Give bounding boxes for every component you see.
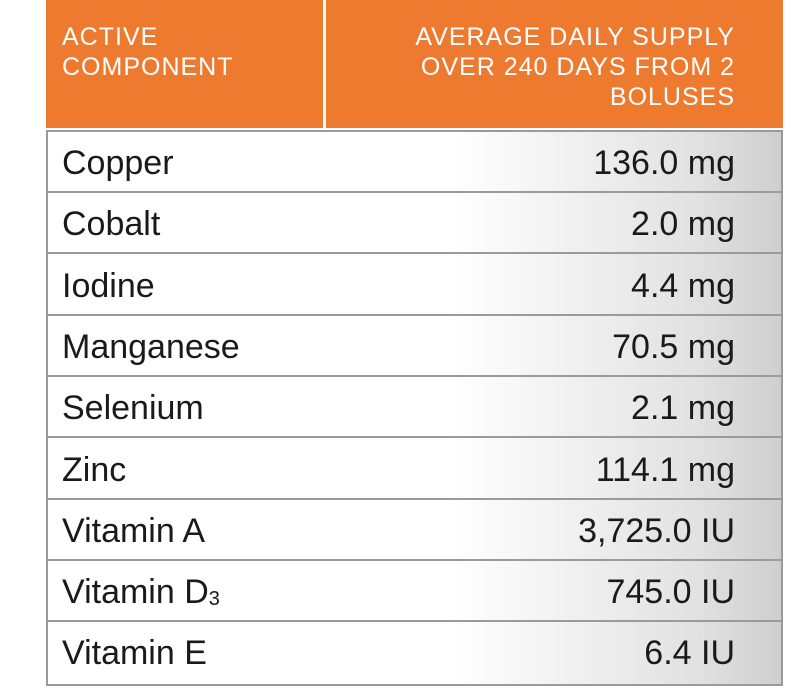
table-cell: 136.0 mg [593,144,735,182]
table-cell: Vitamin A [62,511,206,550]
table-row: Vitamin A 3,725.0 IU [48,500,781,561]
table-row: Cobalt 2.0 mg [48,193,781,255]
header-cell: ACTIVE COMPONENT [46,0,323,128]
header-divider [323,0,326,128]
header-line: BOLUSES [609,83,735,111]
header-line: OVER 240 DAYS FROM 2 [420,53,735,81]
header-line: COMPONENT [62,53,234,81]
table-cell: Zinc [62,450,127,489]
header-cell: AVERAGE DAILY SUPPLY OVER 240 DAYS FROM 2… [326,0,783,128]
table-row: Vitamin D3 745.0 IU [48,561,781,623]
cell-subscript: 3 [208,588,220,611]
header-line: AVERAGE DAILY SUPPLY [415,23,735,51]
table-cell: Cobalt [62,205,161,244]
table-cell: 6.4 IU [644,634,735,673]
table-cell: Manganese [62,327,240,366]
table-row: Selenium 2.1 mg [48,377,781,439]
table-cell: 70.5 mg [612,327,735,366]
table-cell: Selenium [62,389,204,428]
table-cell: Vitamin E [62,634,207,673]
table-row: Vitamin E 6.4 IU [48,622,781,683]
table-cell: 2.0 mg [631,205,735,244]
table-cell: Copper [62,144,174,182]
table-cell: 2.1 mg [631,389,735,428]
table-cell: Iodine [62,266,155,305]
cell-text: Vitamin D [62,573,209,612]
table-body: Copper 136.0 mg Cobalt 2.0 mg Iodine 4.4 mg Ma… [46,130,783,686]
table-cell: 4.4 mg [631,266,735,305]
table-cell: 745.0 IU [606,573,735,612]
table-cell: 114.1 mg [595,450,735,489]
table-row: Manganese 70.5 mg [48,316,781,377]
table-row: Iodine 4.4 mg [48,255,781,316]
table-row: Zinc 114.1 mg [48,439,781,500]
table-cell: 3,725.0 IU [578,511,735,550]
table-header: ACTIVE COMPONENT AVERAGE DAILY SUPPLY OVER… [46,0,783,128]
table: ACTIVE COMPONENT AVERAGE DAILY SUPPLY OVER… [46,0,783,686]
header-line: ACTIVE [62,23,159,51]
table-cell: Vitamin D3 [62,573,220,612]
table-row: Copper 136.0 mg [48,132,781,193]
